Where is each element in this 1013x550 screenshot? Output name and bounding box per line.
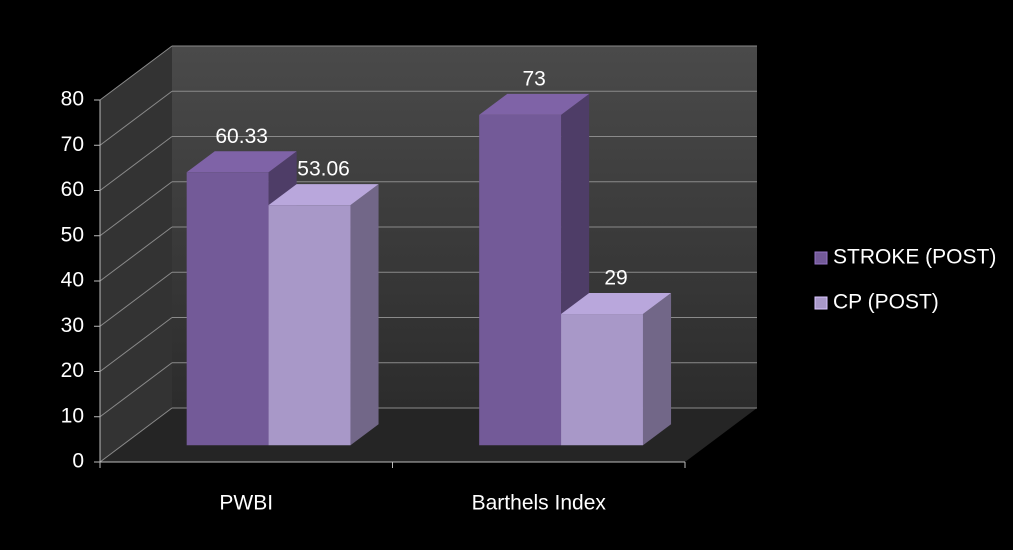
y-tick-label: 50 [61, 223, 84, 246]
data-label: 53.06 [297, 158, 350, 181]
legend-marker [814, 251, 828, 265]
bar-side [350, 184, 379, 446]
x-tick-label: PWBI [219, 492, 273, 515]
grid-line [99, 45, 173, 101]
bar-top [268, 184, 379, 206]
legend-label: STROKE (POST) [833, 246, 996, 269]
bar-side [642, 292, 672, 446]
bar [479, 114, 562, 446]
bar [186, 172, 269, 446]
grid-line [99, 136, 173, 191]
bar-top [479, 93, 590, 115]
y-tick-label: 30 [61, 314, 84, 337]
bar-top [561, 292, 672, 315]
grid-line [99, 271, 173, 327]
y-tick-label: 70 [61, 133, 84, 156]
y-tick-label: 10 [61, 404, 84, 427]
legend-marker [814, 296, 828, 310]
grid-line [99, 90, 173, 146]
y-tick-label: 40 [61, 269, 84, 292]
y-tick-label: 60 [61, 178, 84, 201]
y-tick-label: 20 [61, 359, 84, 382]
bar [268, 205, 351, 446]
grid-line [99, 362, 173, 418]
data-label: 29 [604, 267, 627, 290]
grid-line [99, 181, 173, 237]
bar [561, 314, 643, 446]
y-tick-label: 80 [61, 88, 84, 111]
y-tick-label: 0 [72, 450, 84, 473]
x-tick-label: Barthels Index [472, 492, 607, 515]
grid-line [99, 317, 173, 372]
data-label: 73 [522, 67, 545, 90]
data-label: 60.33 [215, 125, 268, 148]
legend-label: CP (POST) [833, 291, 939, 314]
bar-top [186, 151, 297, 173]
grid-line [99, 407, 173, 463]
grid-line [99, 226, 173, 282]
